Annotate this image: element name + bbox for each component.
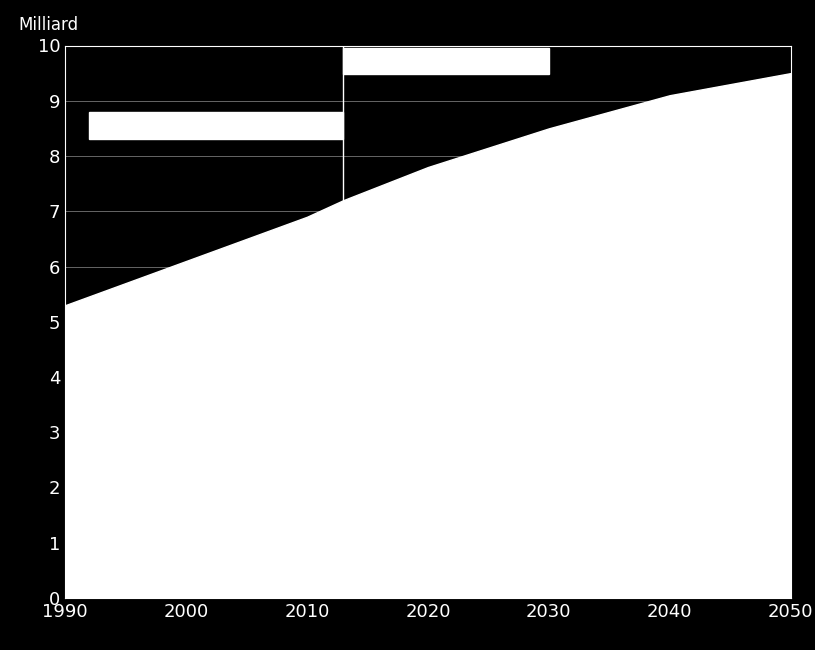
Bar (343, 47, 548, 74)
Bar (90, 112, 343, 139)
Text: Milliard: Milliard (18, 16, 78, 34)
